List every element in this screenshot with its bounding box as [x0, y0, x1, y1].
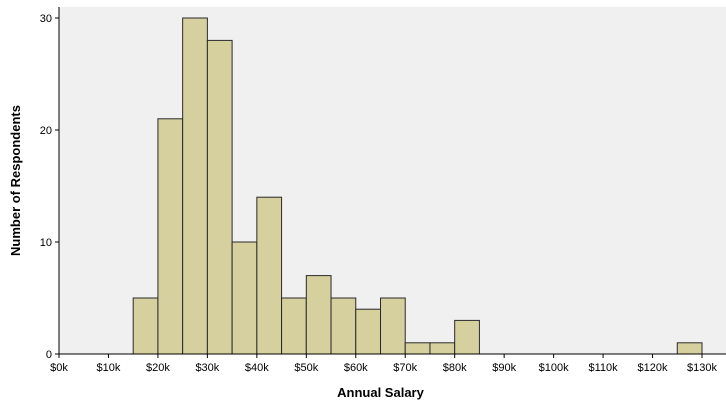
x-tick-label-1: $10k — [97, 362, 121, 374]
histogram-bar-3 — [206, 39, 233, 355]
histogram-bar-12 — [429, 342, 456, 355]
histogram-bar-7 — [305, 275, 332, 355]
y-tick-label-0: 0 — [46, 349, 52, 361]
x-tick-label-11: $110k — [589, 362, 619, 374]
histogram-bar-2 — [182, 17, 208, 355]
x-tick-label-5: $50k — [294, 362, 318, 374]
histogram-bar-11 — [404, 342, 431, 355]
x-tick-label-13: $130k — [687, 362, 717, 374]
x-tick-label-7: $70k — [393, 362, 417, 374]
x-tick-label-9: $90k — [492, 362, 516, 374]
histogram-bar-0 — [132, 297, 159, 355]
x-tick-label-3: $30k — [195, 362, 219, 374]
histogram-bar-1 — [157, 118, 184, 355]
x-tick-label-0: $0k — [50, 362, 68, 374]
x-tick-label-10: $100k — [539, 362, 569, 374]
y-tick-label-2: 20 — [40, 125, 52, 137]
x-tick-label-12: $120k — [638, 362, 668, 374]
x-tick-label-6: $60k — [344, 362, 368, 374]
axes-group — [58, 7, 726, 355]
histogram-bar-9 — [355, 308, 381, 355]
histogram-bar-13 — [454, 319, 480, 355]
bars-group — [132, 17, 703, 355]
y-axis-title: Number of Respondents — [8, 105, 23, 256]
x-tick-label-2: $20k — [146, 362, 170, 374]
y-tick-label-1: 10 — [40, 237, 52, 249]
histogram-bar-4 — [231, 241, 258, 355]
histogram-bar-5 — [256, 196, 283, 355]
histogram-bar-6 — [281, 297, 307, 355]
x-tick-label-8: $80k — [443, 362, 467, 374]
histogram-bar-10 — [380, 297, 406, 355]
x-axis-title: Annual Salary — [337, 385, 424, 400]
ticks-group: $0k $10k $20k $30k $40k $50k $60k $70k $80k $90k $… — [40, 13, 718, 374]
histogram-bar-8 — [330, 297, 357, 355]
x-tick-label-4: $40k — [245, 362, 269, 374]
histogram-bar-14 — [676, 342, 703, 355]
y-tick-label-3: 30 — [40, 13, 52, 25]
